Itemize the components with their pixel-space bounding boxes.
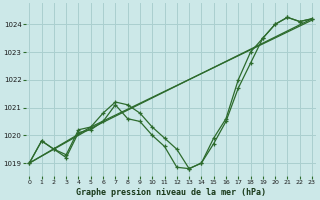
X-axis label: Graphe pression niveau de la mer (hPa): Graphe pression niveau de la mer (hPa) — [76, 188, 266, 197]
